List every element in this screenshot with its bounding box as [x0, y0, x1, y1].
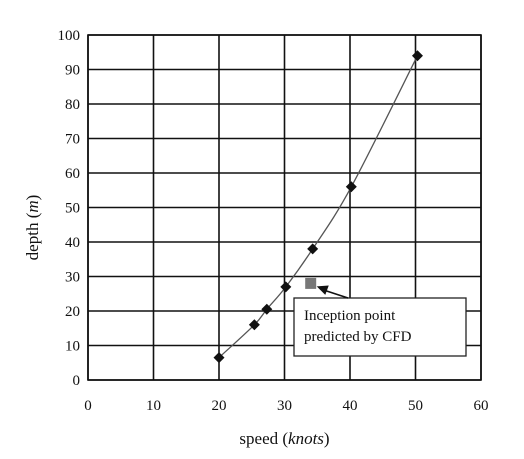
cfd-inception-point: [305, 278, 316, 289]
y-tick-label: 100: [58, 28, 81, 44]
annotation-arrow: [325, 290, 348, 298]
y-axis-label: depth (m): [23, 195, 42, 261]
x-tick-label: 0: [84, 398, 92, 414]
x-tick-label: 20: [212, 398, 227, 414]
x-tick-label: 30: [277, 398, 292, 414]
x-tick-labels: 0 10 20 30 40 50 60: [84, 398, 488, 414]
x-axis-label: speed (knots): [239, 429, 329, 448]
y-tick-label: 40: [65, 235, 80, 251]
y-tick-label: 30: [65, 270, 80, 286]
y-tick-label: 0: [73, 373, 81, 389]
annotation: Inception point predicted by CFD: [294, 286, 466, 356]
x-tick-label: 60: [474, 398, 489, 414]
y-tick-label: 70: [65, 132, 80, 148]
y-tick-label: 50: [65, 201, 80, 217]
annotation-box: [294, 298, 466, 356]
x-tick-label: 10: [146, 398, 161, 414]
annotation-arrow-head: [317, 286, 329, 295]
cfd-points: [305, 278, 316, 289]
y-tick-label: 60: [65, 166, 80, 182]
y-tick-label: 10: [65, 339, 80, 355]
data-point-diamond: [412, 50, 423, 61]
y-tick-labels: 0 10 20 30 40 50 60 70 80 90 100: [58, 28, 81, 389]
y-tick-label: 20: [65, 304, 80, 320]
annotation-text-line: Inception point: [304, 308, 396, 324]
y-tick-label: 80: [65, 97, 80, 113]
annotation-text-line: predicted by CFD: [304, 329, 412, 345]
x-tick-label: 40: [343, 398, 358, 414]
data-point-diamond: [307, 243, 318, 254]
data-point-diamond: [346, 181, 357, 192]
x-tick-label: 50: [408, 398, 423, 414]
y-tick-label: 90: [65, 63, 80, 79]
